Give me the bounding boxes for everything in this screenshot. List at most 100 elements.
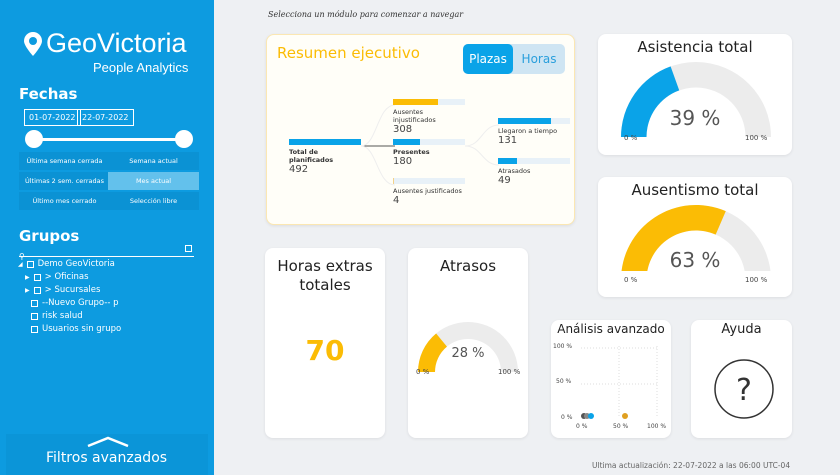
gauge-max: 100 % <box>745 134 768 142</box>
node-bar <box>498 118 570 124</box>
node-bar <box>498 158 570 164</box>
last-updated: Ultima actualización: 22-07-2022 a las 0… <box>592 461 791 470</box>
date-to-input[interactable]: 22-07-2022 <box>77 109 134 126</box>
checkbox[interactable] <box>26 261 34 268</box>
tree-item[interactable]: ◢ Demo GeoVictoria <box>18 259 115 269</box>
scatter-plot <box>581 346 659 419</box>
svg-text:?: ? <box>736 373 752 408</box>
atrasos-card[interactable]: Atrasos 28 % 0 % 100 % <box>408 248 528 438</box>
sidebar: GeoVictoria People Analytics Fechas 01-0… <box>0 0 214 475</box>
ayuda-title: Ayuda <box>721 322 762 337</box>
checkbox[interactable] <box>31 313 38 320</box>
gauge-min: 0 % <box>416 368 430 376</box>
gauge-fill <box>621 205 726 271</box>
quick-ultima-semana[interactable]: Última semana cerrada <box>19 152 110 170</box>
date-slider-start-handle[interactable] <box>25 130 43 148</box>
advanced-filters-label: Filtros avanzados <box>46 450 168 466</box>
mode-toggle: Plazas Horas <box>463 44 565 74</box>
advanced-filters-button[interactable]: Filtros avanzados <box>6 434 208 475</box>
decomp-node[interactable]: Ausentes injustificados 308 <box>393 99 465 135</box>
gauge-fill <box>418 333 447 372</box>
horas-title: Horas extras totales <box>277 257 373 294</box>
node-label: Llegaron a tiempo <box>498 127 558 135</box>
analisis-card[interactable]: Análisis avanzado 100 % 50 % 0 % 0 % 50 … <box>551 320 671 438</box>
atrasos-title: Atrasos <box>439 257 497 275</box>
ausentismo-value: 63 % <box>669 248 721 272</box>
y-tick: 50 % <box>556 378 572 385</box>
quick-seleccion-libre[interactable]: Selección libre <box>108 192 199 210</box>
date-slider-end-handle[interactable] <box>175 130 193 148</box>
brand-subtitle: People Analytics <box>93 60 189 75</box>
hint-text: Selecciona un módulo para comenzar a nav… <box>268 10 464 19</box>
decomp-node[interactable]: Presentes 180 <box>393 139 465 167</box>
asistencia-card[interactable]: Asistencia total 39 % 0 % 100 % <box>598 34 792 155</box>
ausentismo-title: Ausentismo total <box>631 181 759 199</box>
ausentismo-card[interactable]: Ausentismo total 63 % 0 % 100 % <box>598 177 792 297</box>
date-from-input[interactable]: 01-07-2022 <box>24 109 81 126</box>
asistencia-gauge <box>621 62 771 137</box>
node-label: Total de planificados <box>289 148 334 164</box>
node-label: Presentes <box>393 148 430 156</box>
quick-ultimo-mes[interactable]: Último mes cerrado <box>19 192 110 210</box>
asistencia-title: Asistencia total <box>637 38 753 56</box>
date-slider-track[interactable] <box>32 138 184 141</box>
decomp-node[interactable]: Atrasados 49 <box>498 158 570 186</box>
tree-item[interactable]: Usuarios sin grupo <box>18 323 121 336</box>
node-value: 49 <box>498 175 511 186</box>
tree-item[interactable]: ▶ > Sucursales <box>25 285 101 295</box>
node-value: 308 <box>393 124 413 135</box>
analisis-title: Análisis avanzado <box>557 322 665 336</box>
horas-extras-card[interactable]: Horas extras totales 70 <box>265 248 385 438</box>
grupos-search-input[interactable]: ⚲ <box>19 244 194 261</box>
node-bar <box>393 178 465 184</box>
quick-ultimas-2-sem[interactable]: Últimas 2 sem. cerradas <box>19 172 110 190</box>
quick-semana-actual[interactable]: Semana actual <box>108 152 199 170</box>
search-icon: ⚲ <box>19 252 25 261</box>
grupos-heading: Grupos <box>19 227 80 245</box>
node-label: Ausentes justificados <box>393 187 462 195</box>
tab-horas[interactable]: Horas <box>521 52 557 66</box>
decomp-node[interactable]: Llegaron a tiempo 131 <box>498 118 570 146</box>
resumen-card[interactable]: Resumen ejecutivo Plazas Horas Total de … <box>266 34 575 225</box>
location-pin-icon <box>24 31 42 56</box>
scatter-point[interactable] <box>588 413 594 419</box>
x-tick: 0 % <box>576 423 588 430</box>
gauge-fill <box>621 66 680 137</box>
gauge-min: 0 % <box>624 276 638 284</box>
node-value: 131 <box>498 135 518 146</box>
fechas-heading: Fechas <box>19 85 78 103</box>
node-bar <box>393 99 465 105</box>
y-tick: 0 % <box>561 414 573 421</box>
node-label: Atrasados <box>498 167 531 175</box>
x-tick: 50 % <box>613 423 629 430</box>
ayuda-card[interactable]: Ayuda ? <box>691 320 792 438</box>
checkbox[interactable] <box>31 326 38 333</box>
brand-logo: GeoVictoria <box>22 28 187 59</box>
checkbox[interactable] <box>33 274 41 281</box>
decomp-node[interactable]: Ausentes justificados 4 <box>393 178 465 206</box>
ausentismo-gauge <box>621 205 771 271</box>
quick-mes-actual[interactable]: Mes actual <box>108 172 199 190</box>
gauge-track <box>418 322 518 372</box>
gauge-max: 100 % <box>745 276 768 284</box>
tree-connectors <box>360 104 500 186</box>
tab-plazas[interactable]: Plazas <box>463 44 513 74</box>
expand-icon[interactable] <box>185 245 192 252</box>
decomp-node[interactable]: Total de planificados 492 <box>289 139 361 175</box>
asistencia-value: 39 % <box>669 106 721 130</box>
tree-item[interactable]: risk salud <box>18 310 121 323</box>
scatter-point[interactable] <box>622 413 628 419</box>
node-bar <box>393 139 465 145</box>
gauge-min: 0 % <box>624 134 638 142</box>
node-value: 492 <box>289 164 309 175</box>
y-tick: 100 % <box>553 343 573 350</box>
question-circle-icon[interactable]: ? <box>713 358 775 420</box>
checkbox[interactable] <box>31 300 38 307</box>
checkbox[interactable] <box>33 287 41 294</box>
node-value: 180 <box>393 156 413 167</box>
resumen-title: Resumen ejecutivo <box>277 44 420 62</box>
horas-value: 70 <box>305 334 345 367</box>
tree-item[interactable]: --Nuevo Grupo-- p <box>18 297 121 310</box>
tree-item[interactable]: ▶ > Oficinas <box>25 272 89 282</box>
brand-name: GeoVictoria <box>46 28 187 58</box>
